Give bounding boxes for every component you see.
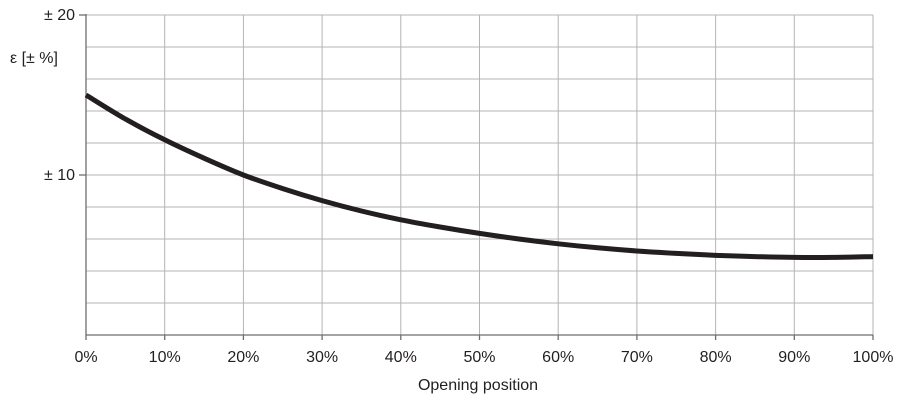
axes bbox=[79, 14, 874, 340]
y-axis-title: ε [± %] bbox=[10, 50, 58, 67]
x-tick-label: 70% bbox=[621, 349, 653, 366]
series bbox=[84, 92, 874, 260]
x-tick-label: 30% bbox=[306, 349, 338, 366]
x-tick-label: 100% bbox=[853, 349, 894, 366]
y-tick-label: ± 20 bbox=[44, 7, 75, 24]
tick-labels: ± 10 ± 20 0% 10% 20% 30% 40% 50% 60% 70% 80% 90% 100… bbox=[44, 7, 893, 366]
grid bbox=[86, 14, 874, 335]
x-tick-label: 50% bbox=[463, 349, 495, 366]
x-tick-label: 90% bbox=[778, 349, 810, 366]
x-tick-label: 80% bbox=[700, 349, 732, 366]
x-tick-label: 40% bbox=[385, 349, 417, 366]
x-axis-title: Opening position bbox=[418, 377, 538, 394]
series-line bbox=[84, 92, 874, 260]
x-tick-label: 10% bbox=[149, 349, 181, 366]
x-tick-label: 60% bbox=[542, 349, 574, 366]
x-tick-label: 0% bbox=[74, 349, 97, 366]
x-tick-label: 20% bbox=[227, 349, 259, 366]
y-tick-label: ± 10 bbox=[44, 167, 75, 184]
